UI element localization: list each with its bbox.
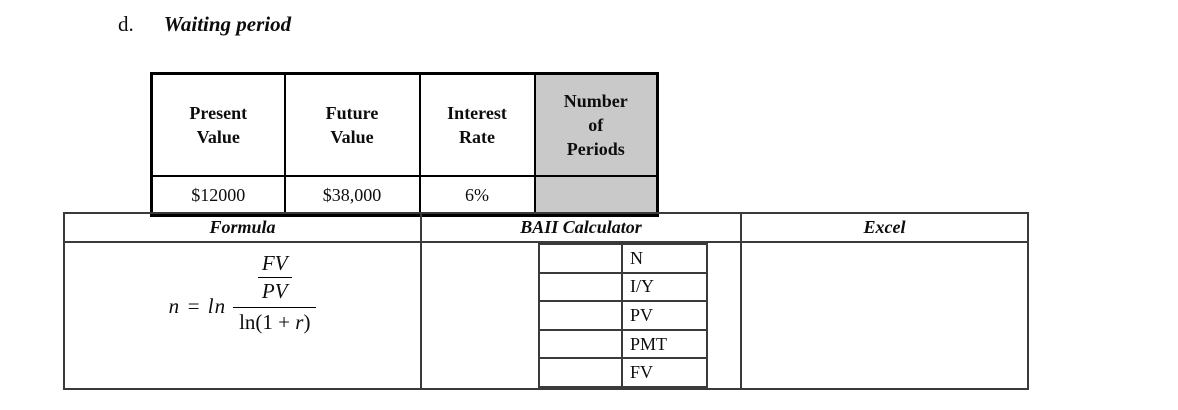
- baii-fv-label: FV: [630, 362, 654, 383]
- formula-numerator: FV PV: [233, 251, 317, 308]
- baii-row-fv: FV: [540, 359, 706, 386]
- future-value-cell: $38,000: [283, 175, 421, 217]
- section-letter: d.: [118, 12, 134, 36]
- values-data-row: $12000 $38,000 6%: [150, 175, 659, 217]
- number-of-periods-answer-cell[interactable]: [533, 175, 659, 217]
- formula-inner-fraction: FV PV: [257, 251, 292, 304]
- present-value-cell: $12000: [150, 175, 286, 217]
- formula-denominator-fn: ln(1 +: [239, 310, 296, 334]
- header-baii-calculator: BAII Calculator: [420, 212, 742, 243]
- header-present-value: Present Value: [150, 72, 286, 177]
- header-formula: Formula: [63, 212, 422, 243]
- baii-pv-label: PV: [630, 304, 654, 325]
- baii-pmt-label: PMT: [630, 333, 668, 354]
- excel-answer-cell[interactable]: [740, 241, 1029, 390]
- baii-fv-value-cell[interactable]: [540, 359, 623, 386]
- baii-iy-value-cell[interactable]: [540, 273, 623, 301]
- section-heading: d. Waiting period: [118, 11, 291, 37]
- formula-main-fraction: FV PV ln(1 + r): [233, 251, 317, 335]
- formula-denominator: ln(1 + r): [233, 308, 316, 335]
- section-title: Waiting period: [163, 12, 292, 36]
- baii-pv-value-cell[interactable]: [540, 302, 623, 329]
- baii-register-table: N I/Y PV PMT: [538, 243, 708, 388]
- values-table: Present Value Future Value Interest Rate…: [150, 72, 659, 217]
- baii-n-label: N: [630, 247, 643, 268]
- waiting-period-formula: n = ln FV PV ln(1 + r): [169, 251, 317, 335]
- formula-denominator-close: ): [303, 310, 311, 334]
- baii-pmt-value-cell[interactable]: [540, 330, 623, 358]
- formula-lhs: n = ln: [168, 294, 227, 318]
- header-excel: Excel: [740, 212, 1029, 243]
- solution-header-row: Formula BAII Calculator Excel: [63, 212, 1029, 243]
- formula-cell: n = ln FV PV ln(1 + r): [63, 241, 422, 390]
- baii-calculator-cell: N I/Y PV PMT: [420, 241, 742, 390]
- formula-pv: PV: [261, 279, 288, 303]
- baii-row-pmt: PMT: [540, 330, 706, 360]
- baii-row-n: N: [540, 245, 706, 274]
- solution-table: Formula BAII Calculator Excel n = ln FV …: [63, 212, 1029, 390]
- formula-fv: FV: [257, 251, 292, 278]
- baii-row-iy: I/Y: [540, 273, 706, 303]
- baii-n-value-cell[interactable]: [540, 245, 623, 272]
- solution-body-row: n = ln FV PV ln(1 + r): [63, 241, 1029, 390]
- header-interest-rate: Interest Rate: [418, 72, 536, 177]
- formula-denominator-var: r: [295, 310, 304, 334]
- header-future-value: Future Value: [283, 72, 421, 177]
- header-number-of-periods: Number of Periods: [533, 72, 659, 177]
- interest-rate-cell: 6%: [418, 175, 536, 217]
- baii-iy-label: I/Y: [630, 276, 654, 297]
- values-header-row: Present Value Future Value Interest Rate…: [150, 72, 659, 177]
- baii-row-pv: PV: [540, 302, 706, 331]
